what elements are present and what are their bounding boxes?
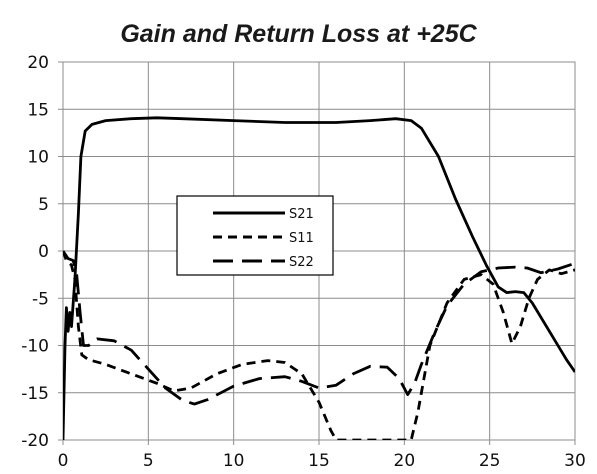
x-tick-label: 30 (564, 451, 586, 471)
legend-label-s11: S11 (289, 231, 314, 246)
series-line-s11 (63, 250, 575, 440)
y-tick-label: 5 (38, 195, 49, 215)
x-tick-label: 0 (58, 451, 69, 471)
legend-label-s22: S22 (289, 255, 314, 270)
y-tick-label: -20 (21, 431, 49, 451)
chart-title: Gain and Return Loss at +25C (120, 20, 477, 48)
legend-label-s21: S21 (289, 207, 314, 222)
axis-labels-layer: 20 15 10 5 0 -5 -10 -15 -20 0 5 10 15 20 25 30 (21, 53, 586, 471)
x-tick-label: 25 (479, 451, 501, 471)
y-tick-label: 0 (38, 242, 49, 262)
y-tick-label: -15 (21, 384, 49, 404)
y-tick-label: 10 (27, 148, 49, 168)
series-line-s22 (63, 250, 575, 406)
x-tick-label: 5 (143, 451, 154, 471)
x-tick-label: 10 (223, 451, 245, 471)
y-tick-label: -10 (21, 337, 49, 357)
y-tick-label: -5 (32, 289, 49, 309)
x-tick-label: 15 (308, 451, 330, 471)
series-line-s21 (63, 116, 575, 440)
x-tick-label: 20 (394, 451, 416, 471)
y-tick-label: 15 (27, 100, 49, 120)
y-tick-label: 20 (27, 53, 49, 73)
legend: S21 S11 S22 (176, 195, 334, 276)
series-layer (63, 116, 575, 440)
